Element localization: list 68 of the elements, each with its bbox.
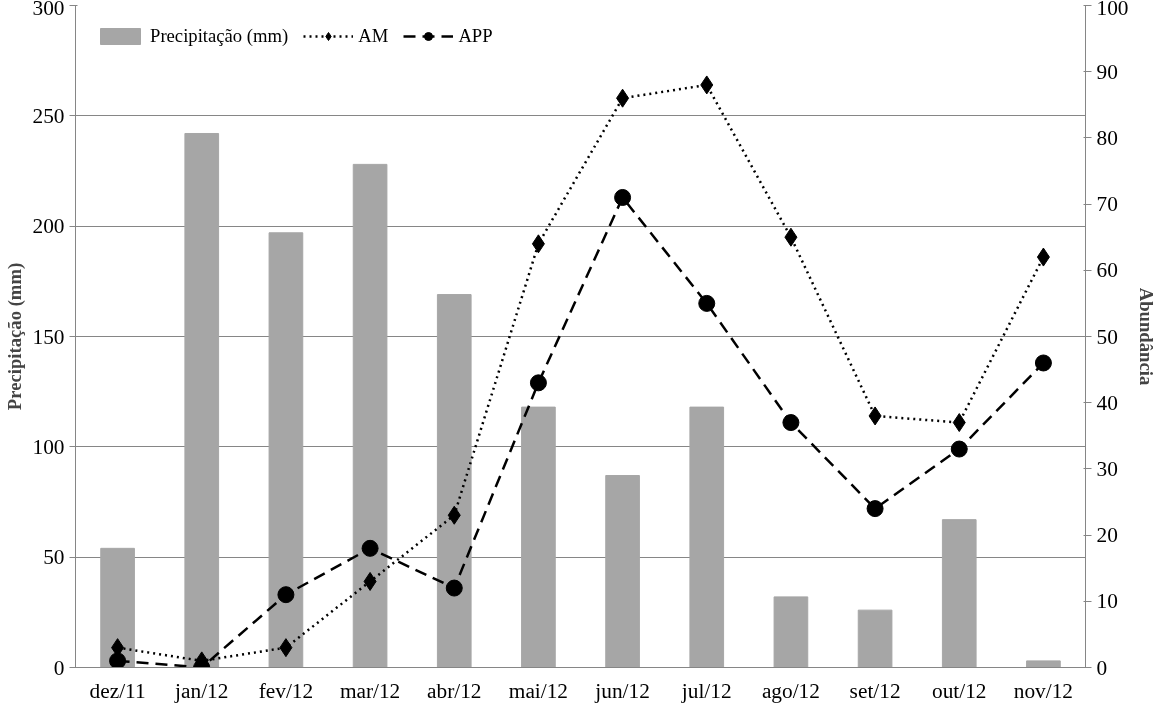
y2-tick-label: 40 [1096,390,1118,415]
point [445,579,463,597]
y2-tick-label: 100 [1096,0,1129,20]
x-tick-label: ago/12 [761,678,820,703]
point [950,440,968,458]
y2-tick-label: 30 [1096,456,1118,481]
y-axis-title: Precipitação (mm) [3,262,26,411]
bar [605,475,640,668]
x-tick-label: abr/12 [427,678,482,703]
point [277,586,295,604]
y2-tick-label: 20 [1096,523,1118,548]
bar [100,547,135,668]
point [866,500,884,518]
legend-label: AM [358,25,389,47]
bar [436,294,472,668]
bar [1026,660,1061,668]
y2-axis-title: Abundância [1136,287,1158,386]
point [698,294,716,312]
y-tick-label: 300 [32,0,65,20]
bar [773,596,809,668]
point [700,75,714,95]
point [109,652,127,668]
y2-tick-label: 70 [1096,192,1118,217]
point [361,539,379,557]
x-tick-label: dez/11 [89,678,146,703]
bar [268,232,304,668]
bar [521,406,556,668]
x-tick-label: out/12 [932,678,987,703]
bar [941,519,977,668]
point [531,234,545,254]
y-tick-label: 50 [43,545,65,570]
x-tick-label: mar/12 [339,678,401,703]
y-tick-label: 150 [32,324,65,349]
bar [352,163,388,668]
y2-tick-label: 50 [1096,324,1118,349]
point [616,88,630,108]
x-tick-label: jan/12 [174,678,229,703]
y-tick-label: 200 [32,214,65,239]
y2-tick-label: 10 [1096,589,1118,614]
x-tick-label: fev/12 [258,678,314,703]
point [363,571,377,591]
y-tick-label: 0 [53,655,65,680]
point [447,505,461,525]
point [868,406,882,426]
bar [184,132,220,668]
point [952,413,966,433]
x-tick-label: set/12 [849,678,901,703]
point [784,227,798,247]
y2-tick-label: 80 [1096,125,1118,150]
point [1034,354,1052,372]
y2-tick-label: 60 [1096,258,1118,283]
point [1036,247,1050,267]
legend-label: APP [458,25,493,47]
y-tick-label: 100 [32,434,65,459]
point [279,638,293,658]
x-tick-label: mai/12 [508,678,569,703]
point [529,374,547,392]
x-tick-label: jun/12 [594,678,650,703]
legend-label: Precipitação (mm) [150,25,289,47]
x-tick-label: nov/12 [1013,678,1074,703]
bar [857,609,893,668]
point [614,189,632,206]
y2-tick-label: 0 [1096,655,1108,680]
point [782,414,800,432]
y-tick-label: 250 [32,103,65,128]
bar [689,406,725,668]
x-tick-label: jul/12 [680,678,732,703]
y2-tick-label: 90 [1096,59,1118,84]
